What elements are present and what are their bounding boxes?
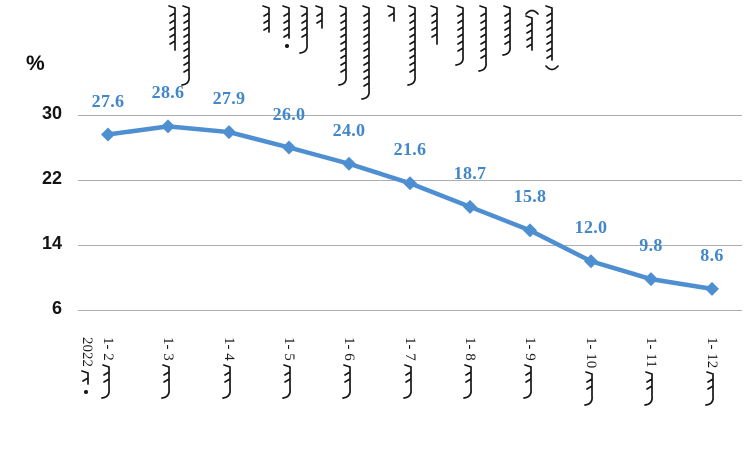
gridline	[78, 114, 742, 116]
data-label: 27.9	[212, 88, 246, 109]
data-label: 18.7	[453, 162, 487, 183]
data-point-marker	[342, 156, 356, 171]
y-tick-label: 14	[41, 233, 62, 253]
data-point-marker	[282, 140, 296, 155]
title-script-column	[478, 5, 487, 72]
data-point-marker	[463, 199, 477, 214]
data-point-marker	[705, 281, 719, 296]
x-tick-month-script	[644, 371, 653, 406]
data-label: 21.6	[393, 139, 427, 160]
title-script-column	[338, 5, 347, 86]
title-script-column	[299, 5, 308, 54]
data-label: 24.0	[332, 119, 366, 140]
x-tick-number: 1- 6	[341, 337, 357, 361]
x-tick-number: 1- 8	[462, 337, 478, 361]
data-label: 12.0	[574, 217, 608, 238]
x-tick-month-script	[584, 371, 593, 406]
data-point-marker	[403, 176, 417, 191]
x-tick-month-script	[222, 364, 231, 399]
x-tick-month-script	[403, 364, 412, 399]
x-tick-number: 1- 9	[522, 337, 538, 361]
title-script-column	[502, 5, 511, 56]
title-script-column	[315, 5, 323, 29]
data-label: 28.6	[151, 82, 185, 103]
y-tick-label: 22	[41, 168, 62, 188]
y-tick-label: 6	[51, 298, 62, 318]
title-script-column	[387, 5, 395, 22]
x-tick-month-script	[523, 364, 532, 399]
y-tick-label: 30	[41, 103, 62, 123]
x-tick-month-script	[282, 364, 291, 399]
title-script-column	[525, 9, 539, 51]
data-point-marker	[584, 254, 598, 269]
title-script-column	[455, 5, 464, 66]
title-script-column	[282, 5, 290, 48]
x-tick-month-script	[705, 371, 714, 406]
x-tick-month-script	[101, 364, 110, 399]
data-point-marker	[523, 223, 537, 238]
x-tick-month-script	[161, 364, 170, 399]
x-tick-number: 1- 10	[583, 337, 599, 369]
x-tick-number: 1- 3	[160, 337, 176, 361]
data-point-marker	[644, 272, 658, 287]
data-label: 8.6	[700, 244, 724, 265]
data-label: 15.8	[513, 186, 547, 207]
x-tick-month-script	[463, 364, 472, 399]
data-label: 9.8	[639, 235, 663, 256]
title-script-column	[407, 5, 416, 86]
gridline	[78, 309, 742, 311]
data-point-marker	[222, 125, 236, 140]
title-script-column	[181, 5, 190, 86]
x-tick-number: 1- 11	[643, 337, 659, 368]
x-tick-year-number: 2022	[79, 337, 95, 367]
title-script-column	[430, 5, 438, 45]
data-label: 27.6	[91, 90, 125, 111]
title-script-column	[168, 5, 176, 51]
x-tick-number: 1- 2	[100, 337, 116, 361]
x-tick-year-script	[81, 370, 89, 394]
title-script-column	[262, 5, 270, 33]
y-axis-unit-label: %	[26, 52, 45, 75]
title-script-column	[361, 5, 370, 100]
x-tick-number: 1- 4	[221, 337, 237, 361]
x-tick-number: 1- 5	[281, 337, 297, 361]
data-point-marker	[161, 119, 175, 134]
title-script-column	[545, 5, 559, 71]
data-label: 26.0	[272, 103, 306, 124]
x-tick-number: 1- 12	[704, 337, 720, 369]
x-tick-number: 1- 7	[402, 337, 418, 361]
x-tick-month-script	[342, 364, 351, 399]
gridline	[78, 244, 742, 246]
data-point-marker	[101, 127, 115, 142]
